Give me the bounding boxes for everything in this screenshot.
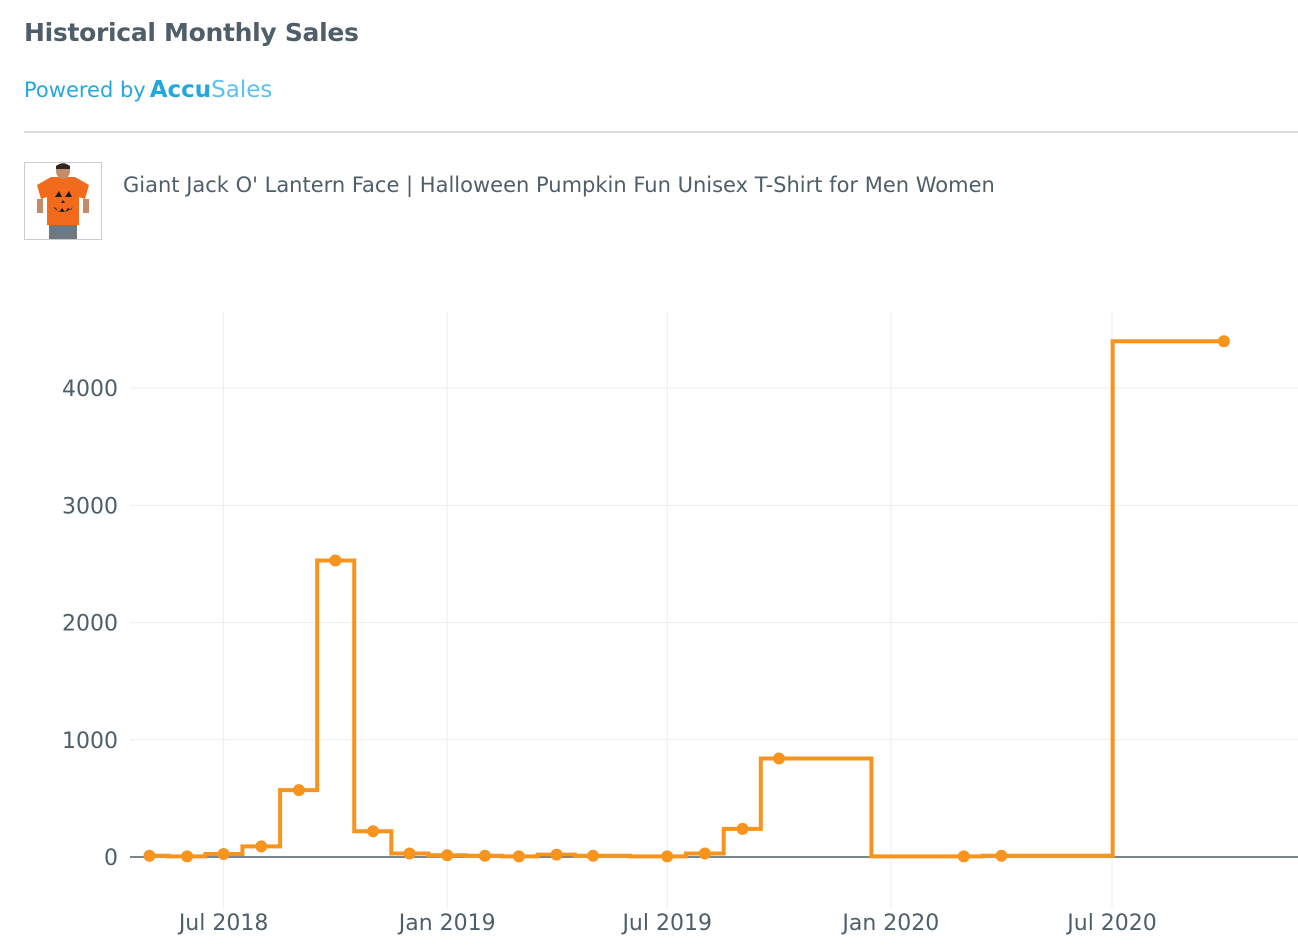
y-tick-label: 0	[104, 846, 118, 871]
chart-grid	[130, 312, 1298, 908]
y-tick-label: 2000	[62, 612, 118, 637]
data-point[interactable]	[512, 850, 525, 863]
data-point[interactable]	[1217, 335, 1230, 348]
data-point[interactable]	[367, 825, 380, 838]
powered-by[interactable]: Powered by AccuSales	[24, 77, 272, 103]
brand-name-part1: Accu	[149, 77, 212, 103]
y-tick-label: 1000	[62, 729, 118, 754]
data-point[interactable]	[957, 850, 970, 863]
data-point[interactable]	[773, 752, 786, 765]
data-point[interactable]	[587, 849, 600, 862]
product-thumbnail[interactable]	[24, 162, 102, 240]
series-markers[interactable]	[143, 335, 1230, 863]
x-tick-label: Jul 2020	[1065, 911, 1157, 936]
x-tick-label: Jan 2019	[397, 911, 496, 936]
data-point[interactable]	[478, 849, 491, 862]
data-point[interactable]	[329, 554, 342, 567]
data-point[interactable]	[403, 847, 416, 860]
y-axis-ticks: 0 1000 2000 3000 4000	[62, 377, 118, 871]
header-divider	[24, 131, 1298, 133]
page-title: Historical Monthly Sales	[24, 18, 359, 47]
data-point[interactable]	[143, 849, 156, 862]
data-point[interactable]	[995, 849, 1008, 862]
y-tick-label: 3000	[62, 494, 118, 519]
x-tick-label: Jul 2018	[177, 911, 269, 936]
brand-name-part2: Sales	[211, 77, 273, 103]
data-point[interactable]	[441, 849, 454, 862]
x-tick-label: Jan 2020	[840, 911, 939, 936]
data-point[interactable]	[292, 784, 305, 797]
pumpkin-tshirt-icon	[25, 163, 101, 239]
y-tick-label: 4000	[62, 377, 118, 402]
data-point[interactable]	[181, 850, 194, 863]
x-axis-ticks: Jul 2018 Jan 2019 Jul 2019 Jan 2020 Jul 2020	[177, 911, 1157, 936]
data-point[interactable]	[550, 848, 563, 861]
accusales-logo[interactable]: AccuSales	[150, 77, 273, 103]
data-point[interactable]	[661, 850, 674, 863]
product-title[interactable]: Giant Jack O' Lantern Face | Halloween P…	[123, 173, 995, 197]
data-point[interactable]	[217, 848, 230, 861]
powered-by-label: Powered by	[24, 78, 146, 102]
data-point[interactable]	[255, 840, 268, 853]
x-tick-label: Jul 2019	[620, 911, 712, 936]
data-point[interactable]	[736, 822, 749, 835]
sales-series-line	[149, 339, 1224, 859]
data-point[interactable]	[698, 847, 711, 860]
